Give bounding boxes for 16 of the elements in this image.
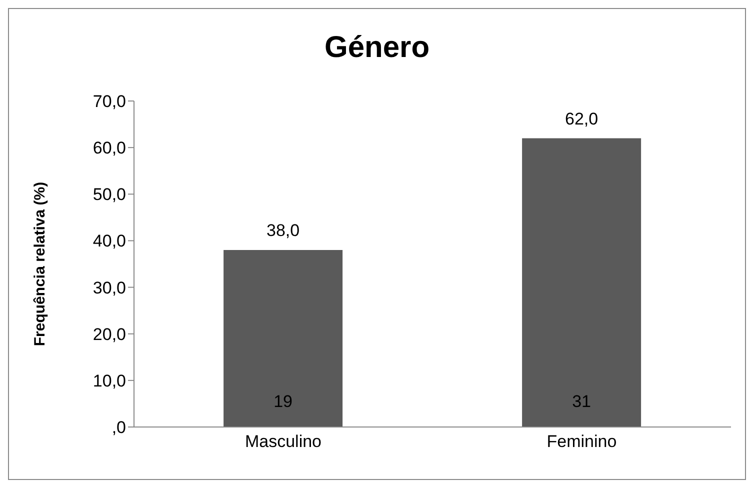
- y-tick-label: 20,0: [92, 324, 126, 344]
- annotation: 31: [572, 392, 592, 411]
- y-tick-label: 60,0: [92, 138, 126, 158]
- y-tick-label: 50,0: [92, 185, 126, 204]
- y-tick-label: 70,0: [92, 92, 126, 112]
- y-tick-label: ,0: [112, 418, 126, 438]
- y-tick-label: 40,0: [92, 232, 126, 251]
- x-tick-label: Feminino: [546, 432, 617, 452]
- y-tick-label: 10,0: [92, 371, 126, 390]
- x-tick-label: Masculino: [244, 432, 322, 452]
- data-label: 38,0: [266, 221, 300, 240]
- annotation: 19: [274, 392, 293, 411]
- y-tick-label: 30,0: [92, 278, 126, 298]
- y-axis-title: Frequência relativa (%): [31, 182, 48, 346]
- data-label: 62,0: [565, 109, 598, 128]
- chart-title: Género: [323, 31, 431, 66]
